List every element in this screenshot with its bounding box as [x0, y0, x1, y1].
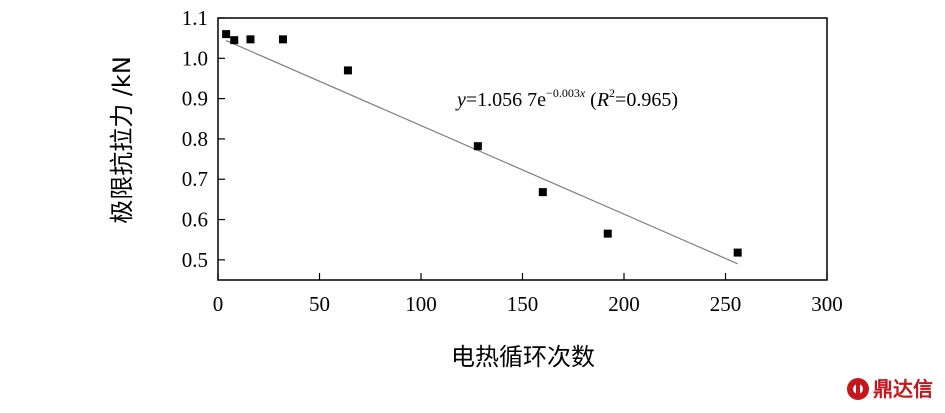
data-point — [343, 66, 352, 75]
equation-y: y — [455, 89, 466, 111]
plot-frame — [217, 17, 828, 281]
x-axis-label: 电热循环次数 — [451, 343, 595, 371]
y-tick-label: 0.7 — [182, 167, 208, 191]
x-tick-label: 250 — [710, 292, 742, 316]
y-tick-label: 1.1 — [182, 6, 208, 30]
y-tick-label: 0.9 — [182, 87, 208, 111]
equation-r-sup: 2 — [609, 86, 615, 100]
trendline-group — [225, 39, 738, 265]
plot-border — [217, 17, 828, 281]
trendline-equation: y=1.056 7e−0.003x (R2=0.965) — [455, 86, 678, 111]
data-point — [473, 142, 482, 151]
data-point — [222, 30, 231, 39]
equation-exponent: −0.003 — [546, 86, 580, 100]
x-tick-label: 300 — [811, 292, 843, 316]
data-point — [278, 35, 287, 44]
data-point — [538, 188, 547, 197]
data-points — [222, 30, 742, 257]
x-tick-label: 50 — [309, 292, 330, 316]
equation-r-value: =0.965) — [615, 89, 678, 111]
data-point — [733, 248, 742, 257]
watermark: 鼎达信 — [847, 377, 933, 401]
watermark-text: 鼎达信 — [873, 377, 933, 401]
x-tick-label: 150 — [507, 292, 539, 316]
data-point — [246, 35, 255, 44]
equation-main: =1.056 7e — [466, 89, 546, 111]
x-tick-label: 200 — [608, 292, 640, 316]
equation-open: ( — [585, 89, 597, 111]
y-axis-ticks: 0.5 0.6 0.7 0.8 0.9 1.0 1.1 — [182, 6, 225, 272]
y-axis-label: 极限抗拉力 /kN — [108, 56, 136, 224]
y-tick-label: 0.6 — [182, 208, 208, 232]
y-tick-label: 0.8 — [182, 127, 208, 151]
y-tick-label: 1.0 — [182, 46, 208, 70]
x-tick-label: 0 — [213, 292, 224, 316]
x-axis-ticks: 0 50 100 150 200 250 300 — [213, 273, 843, 316]
equation-r: R — [596, 89, 609, 111]
logo-badge-icon — [847, 378, 869, 400]
equation-exponent-x: x — [579, 86, 586, 100]
data-point — [603, 229, 612, 238]
trendline — [225, 39, 738, 265]
y-tick-label: 0.5 — [182, 248, 208, 272]
x-tick-label: 100 — [405, 292, 437, 316]
data-point — [230, 36, 239, 45]
